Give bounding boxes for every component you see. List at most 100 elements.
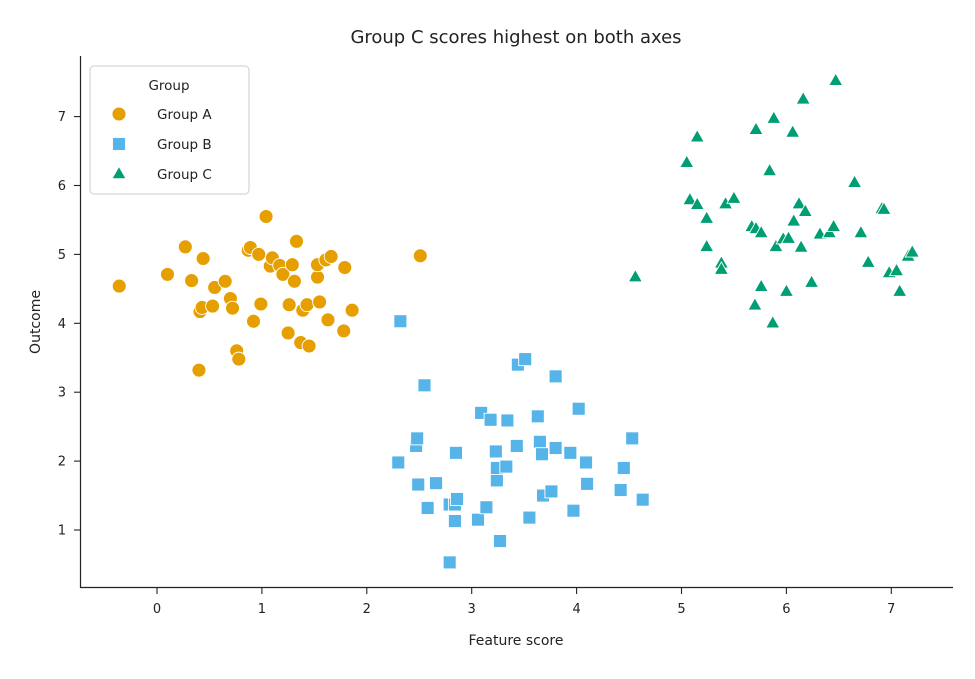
group-b-point [417, 378, 432, 393]
group-a-point [344, 302, 360, 318]
y-tick-label: 7 [58, 110, 66, 125]
group-b-point [522, 510, 537, 525]
x-tick-label: 7 [887, 602, 895, 617]
legend-marker-group-c [111, 165, 127, 180]
group-b-point [563, 445, 578, 460]
group-a-point [286, 273, 302, 289]
group-a-point [289, 233, 304, 249]
group-b-point [483, 412, 498, 427]
legend-marker-group-b [112, 137, 126, 151]
y-tick-label: 4 [58, 317, 66, 332]
group-c-point [761, 162, 778, 177]
group-a-point [217, 273, 233, 289]
group-c-point [766, 110, 782, 124]
group-c-point [764, 314, 781, 329]
group-a-point [160, 266, 175, 282]
group-b-point [449, 445, 463, 460]
group-a-point [301, 338, 317, 354]
x-ticks: 0 1 2 3 4 5 6 7 [153, 588, 895, 617]
group-b-point [566, 503, 581, 518]
group-c-point [784, 123, 801, 138]
group-c-point [713, 261, 730, 275]
group-b-point [532, 434, 547, 449]
group-b-point [535, 447, 549, 462]
group-c-point [689, 128, 706, 143]
group-a-point [284, 257, 300, 273]
x-tick-label: 2 [363, 602, 371, 617]
group-b-point [544, 484, 559, 499]
group-a-point [412, 248, 428, 264]
group-b-point [530, 409, 545, 424]
legend: Group Group A Group B Group C [89, 65, 250, 195]
group-c-point [678, 154, 695, 168]
group-b-point [625, 431, 640, 446]
group-a-point [177, 239, 193, 255]
x-tick-label: 4 [572, 602, 580, 617]
group-c-point [780, 230, 797, 244]
group-c-point [698, 210, 715, 224]
legend-title: Group [148, 78, 189, 94]
group-c-point [753, 278, 769, 292]
group-c-point [747, 296, 763, 311]
group-b-point [548, 441, 563, 455]
group-c-point [785, 212, 802, 227]
group-b-point [450, 492, 464, 506]
group-c-point [876, 201, 892, 215]
plot-points [111, 72, 921, 570]
group-c-point [860, 254, 876, 268]
group-c-point [904, 243, 921, 258]
group-b-point [488, 444, 503, 459]
y-ticks: 1 2 3 4 5 6 7 [58, 110, 80, 539]
x-tick-label: 0 [153, 602, 161, 617]
legend-label-group-c: Group C [157, 167, 212, 183]
y-tick-label: 5 [58, 248, 66, 263]
group-b-point [420, 501, 435, 515]
group-c-point [627, 268, 644, 283]
group-c-point [793, 238, 809, 253]
group-b-point [635, 492, 650, 507]
group-b-point [500, 413, 515, 428]
group-c-point [748, 121, 764, 135]
legend-label-group-a: Group A [157, 107, 212, 123]
group-a-point [310, 269, 325, 285]
group-c-point [891, 283, 908, 297]
group-a-point [280, 325, 296, 341]
group-c-point [827, 72, 844, 86]
group-c-point [682, 191, 698, 206]
group-b-point [393, 314, 408, 329]
group-b-point [493, 534, 507, 548]
y-tick-label: 1 [58, 524, 66, 539]
y-tick-label: 6 [58, 179, 66, 194]
legend-box [89, 65, 250, 195]
group-c-point [768, 238, 784, 252]
group-a-point [191, 362, 207, 378]
group-c-point [778, 283, 795, 297]
group-b-point [489, 473, 504, 488]
group-b-point [518, 352, 533, 367]
group-b-point [410, 431, 425, 446]
group-a-point [299, 297, 315, 313]
group-b-point [580, 476, 595, 491]
group-b-point [613, 483, 628, 497]
group-c-point [726, 190, 742, 204]
group-a-point [184, 273, 200, 289]
group-a-point [320, 312, 336, 328]
group-c-point [803, 274, 820, 288]
y-axis-label: Outcome [28, 290, 44, 354]
group-b-point [571, 401, 586, 416]
y-tick-label: 2 [58, 455, 66, 470]
group-a-point [205, 298, 221, 314]
group-a-point [258, 209, 274, 224]
group-b-point [411, 477, 426, 492]
group-a-point [251, 246, 267, 262]
group-c-point [795, 90, 811, 105]
x-axis-label: Feature score [469, 633, 564, 649]
group-b-point [548, 369, 563, 384]
group-a-point [281, 297, 297, 313]
group-b-point [579, 455, 593, 470]
group-b-point [499, 459, 514, 474]
group-b-point [391, 455, 406, 470]
legend-marker-group-a [111, 106, 127, 122]
group-a-point [225, 300, 240, 316]
